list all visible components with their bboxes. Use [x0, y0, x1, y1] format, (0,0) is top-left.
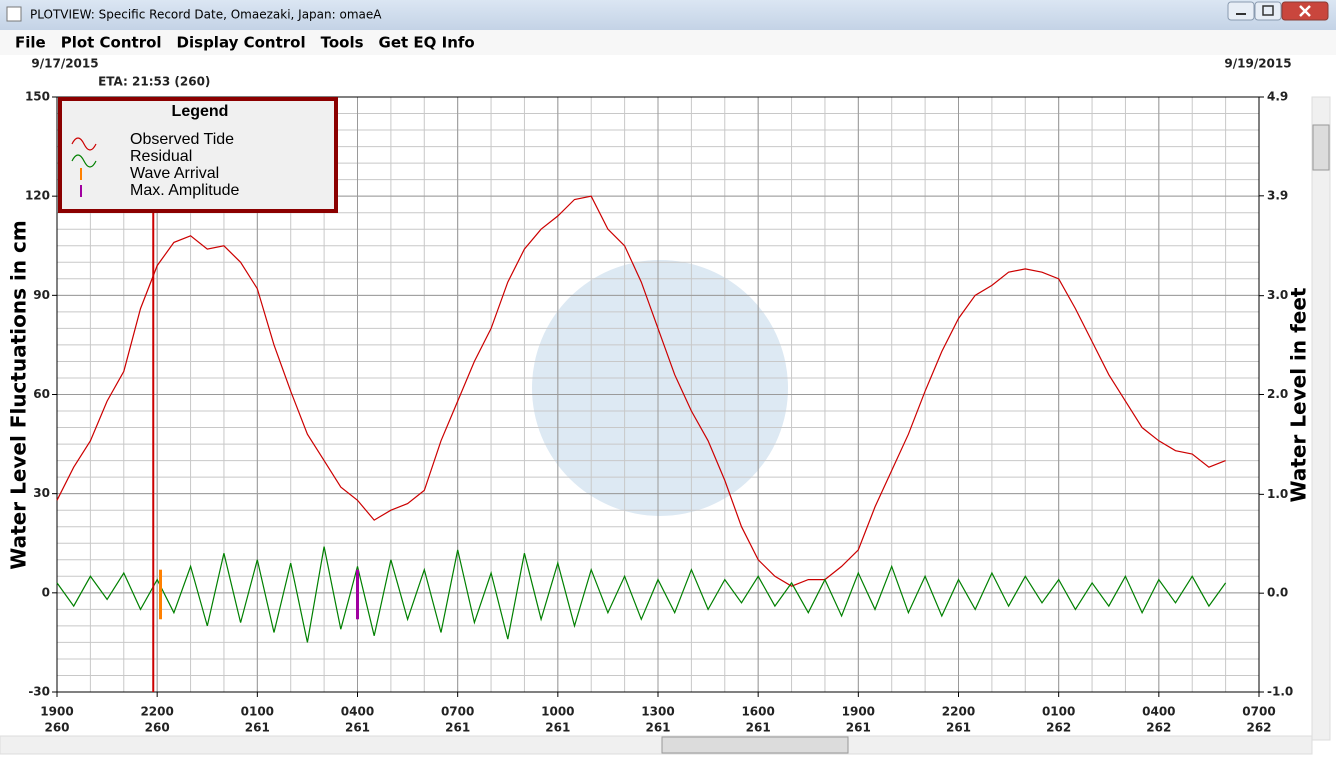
- y2-tick-label: 3.9: [1267, 188, 1288, 202]
- legend-title: Legend: [172, 103, 229, 120]
- x-tick-label: 1300: [641, 705, 674, 719]
- x-tick-day: 261: [645, 721, 670, 735]
- x-tick-day: 260: [44, 721, 69, 735]
- x-tick-day: 261: [445, 721, 470, 735]
- x-tick-day: 261: [946, 721, 971, 735]
- x-tick-day: 261: [746, 721, 771, 735]
- y-tick-label: 120: [25, 189, 50, 203]
- menu-bar: [0, 30, 1336, 55]
- x-tick-label: 0100: [1042, 705, 1075, 719]
- legend-label: Wave Arrival: [130, 165, 219, 182]
- y2-axis-title: Water Level in feet: [1287, 287, 1311, 502]
- x-tick-label: 1900: [40, 705, 73, 719]
- y2-tick-label: 2.0: [1267, 387, 1288, 401]
- x-tick-day: 261: [345, 721, 370, 735]
- window-title: PLOTVIEW: Specific Record Date, Omaezaki…: [30, 8, 382, 22]
- x-tick-label: 0700: [441, 705, 474, 719]
- y2-tick-label: 0.0: [1267, 586, 1288, 600]
- x-tick-day: 262: [1246, 721, 1271, 735]
- x-tick-label: 0400: [1142, 705, 1175, 719]
- app-icon: [6, 6, 22, 22]
- close-icon: [1299, 5, 1311, 17]
- x-tick-label: 1000: [541, 705, 574, 719]
- data-line: [56, 546, 1227, 643]
- title-bar: [0, 0, 1336, 30]
- eta-label: ETA: 21:53 (260): [98, 75, 210, 89]
- x-tick-day: 262: [1146, 721, 1171, 735]
- legend-box: [58, 97, 338, 213]
- vertical-scrollbar[interactable]: [1311, 96, 1331, 741]
- x-tick-day: 261: [545, 721, 570, 735]
- menu-item[interactable]: Plot Control: [61, 34, 162, 52]
- plot-frame: [56, 96, 1260, 693]
- end-date: 9/19/2015: [1224, 57, 1291, 71]
- menu-item[interactable]: Tools: [321, 34, 364, 52]
- x-tick-label: 1600: [741, 705, 774, 719]
- horizontal-scroll-thumb[interactable]: [661, 736, 849, 754]
- x-tick-day: 262: [1046, 721, 1071, 735]
- y2-tick-label: 4.9: [1267, 90, 1288, 104]
- minimize-button[interactable]: [1227, 1, 1255, 21]
- x-tick-day: 261: [846, 721, 871, 735]
- y-tick-label: 150: [25, 90, 50, 104]
- x-tick-label: 0100: [241, 705, 274, 719]
- legend-label: Residual: [130, 148, 192, 165]
- y2-tick-label: 3.0: [1267, 288, 1288, 302]
- x-tick-label: 2200: [140, 705, 173, 719]
- legend-label: Max. Amplitude: [130, 182, 239, 199]
- start-date: 9/17/2015: [31, 57, 98, 71]
- y-tick-label: 90: [33, 288, 50, 302]
- x-tick-day: 261: [245, 721, 270, 735]
- legend-symbol: [71, 137, 97, 151]
- menu-item[interactable]: Get EQ Info: [379, 34, 475, 52]
- menu-item[interactable]: Display Control: [177, 34, 306, 52]
- y-axis-title: Water Level Fluctuations in cm: [7, 220, 31, 569]
- y-tick-label: 60: [33, 387, 50, 401]
- window-controls: [1227, 1, 1329, 21]
- watermark-logo: [532, 260, 788, 516]
- x-tick-label: 0400: [341, 705, 374, 719]
- legend-symbol: [71, 154, 97, 168]
- legend-label: Observed Tide: [130, 131, 234, 148]
- x-tick-label: 1900: [842, 705, 875, 719]
- horizontal-scrollbar[interactable]: [0, 735, 1313, 755]
- y2-tick-label: 1.0: [1267, 487, 1288, 501]
- maximize-icon: [1262, 5, 1274, 16]
- x-tick-label: 2200: [942, 705, 975, 719]
- vertical-scroll-thumb[interactable]: [1312, 124, 1330, 171]
- y-tick-label: 0: [42, 585, 50, 599]
- menu-item[interactable]: File: [15, 34, 46, 52]
- y-tick-label: -30: [28, 685, 50, 699]
- y2-tick-label: -1.0: [1267, 685, 1293, 699]
- y-tick-label: 30: [33, 486, 50, 500]
- maximize-button[interactable]: [1254, 1, 1282, 21]
- data-line: [56, 195, 1226, 587]
- x-tick-label: 0700: [1242, 705, 1275, 719]
- x-tick-day: 260: [145, 721, 170, 735]
